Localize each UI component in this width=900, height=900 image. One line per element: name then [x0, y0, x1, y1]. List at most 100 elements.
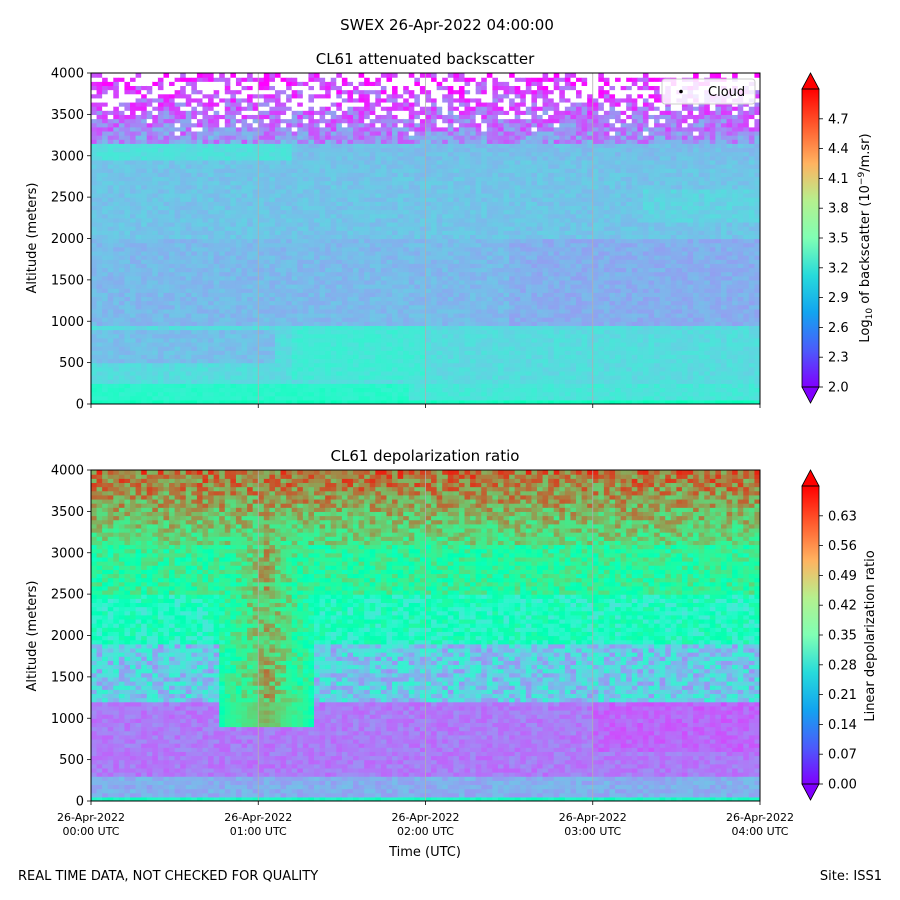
heatmap-cell	[336, 192, 343, 198]
heatmap-cell	[196, 197, 204, 202]
heatmap-cell	[286, 176, 293, 182]
heatmap-cell	[397, 379, 404, 384]
heatmap-cell	[419, 135, 427, 140]
heatmap-cell	[308, 296, 315, 302]
heatmap-cell	[241, 93, 248, 99]
heatmap-cell	[135, 395, 142, 401]
heatmap-cell	[336, 366, 343, 372]
heatmap-cell	[135, 308, 142, 314]
heatmap-cell	[118, 118, 126, 124]
heatmap-cell	[286, 93, 293, 99]
heatmap-cell	[224, 362, 231, 368]
heatmap-cell	[174, 279, 181, 285]
heatmap-cell	[358, 321, 365, 326]
heatmap-cell	[308, 180, 315, 186]
heatmap-cell	[425, 93, 432, 99]
heatmap-cell	[135, 180, 142, 186]
heatmap-cell	[408, 366, 415, 372]
heatmap-cell	[431, 395, 438, 401]
heatmap-cell	[96, 379, 103, 384]
heatmap-cell	[258, 89, 265, 95]
heatmap-cell	[258, 275, 265, 281]
heatmap-cell	[135, 271, 142, 277]
heatmap-cell	[202, 122, 209, 128]
heatmap-cell	[196, 205, 204, 211]
heatmap-cell	[118, 304, 126, 310]
heatmap-cell	[353, 292, 360, 298]
heatmap-cell	[130, 159, 137, 165]
heatmap-cell	[224, 354, 231, 360]
heatmap-cell	[314, 379, 321, 384]
heatmap-cell	[419, 279, 427, 285]
heatmap-cell	[235, 230, 243, 235]
heatmap-cell	[280, 77, 287, 82]
heatmap-cell	[219, 279, 226, 285]
heatmap-cell	[96, 93, 103, 99]
heatmap-cell	[169, 110, 176, 115]
heatmap-cell	[302, 255, 310, 260]
heatmap-cell	[297, 375, 304, 380]
heatmap-cell	[403, 151, 410, 157]
heatmap-cell	[308, 226, 315, 231]
heatmap-cell	[185, 130, 192, 136]
heatmap-cell	[330, 114, 337, 120]
heatmap-cell	[258, 370, 265, 376]
heatmap-cell	[130, 263, 137, 269]
heatmap-cell	[152, 362, 159, 368]
heatmap-cell	[408, 213, 415, 219]
heatmap-cell	[141, 81, 148, 87]
heatmap-cell	[336, 122, 343, 128]
heatmap-cell	[202, 271, 209, 277]
heatmap-cell	[130, 155, 137, 161]
heatmap-cell	[241, 184, 248, 190]
heatmap-cell	[341, 126, 349, 132]
heatmap-cell	[241, 341, 248, 347]
heatmap-cell	[419, 271, 427, 277]
heatmap-cell	[191, 300, 198, 306]
heatmap-cell	[347, 151, 354, 157]
heatmap-cell	[247, 85, 254, 91]
heatmap-cell	[152, 395, 159, 401]
heatmap-cell	[230, 308, 237, 314]
heatmap-cell	[202, 321, 209, 326]
heatmap-cell	[135, 147, 142, 153]
heatmap-cell	[91, 304, 98, 310]
heatmap-cell	[375, 234, 382, 240]
heatmap-cell	[213, 93, 220, 99]
heatmap-cell	[224, 151, 231, 157]
heatmap-cell	[258, 250, 265, 256]
heatmap-cell	[113, 284, 120, 289]
heatmap-cell	[397, 246, 404, 252]
heatmap-cell	[118, 89, 126, 95]
heatmap-cell	[358, 387, 365, 393]
heatmap-cell	[141, 259, 148, 264]
heatmap-cell	[364, 143, 371, 149]
heatmap-cell	[397, 279, 404, 285]
heatmap-cell	[274, 122, 282, 128]
heatmap-cell	[336, 259, 343, 264]
heatmap-cell	[118, 217, 126, 223]
heatmap-cell	[258, 383, 265, 389]
heatmap-cell	[397, 106, 404, 111]
heatmap-cell	[308, 399, 315, 404]
heatmap-cell	[375, 93, 382, 99]
heatmap-cell	[274, 304, 282, 310]
heatmap-cell	[263, 234, 270, 240]
heatmap-cell	[353, 296, 360, 302]
heatmap-cell	[336, 217, 343, 223]
heatmap-cell	[96, 184, 103, 190]
heatmap-cell	[263, 81, 270, 87]
heatmap-cell	[380, 317, 388, 322]
heatmap-cell	[330, 151, 337, 157]
heatmap-cell	[419, 209, 427, 215]
heatmap-cell	[358, 341, 365, 347]
heatmap-cell	[124, 284, 131, 289]
heatmap-cell	[341, 308, 349, 314]
heatmap-cell	[124, 147, 131, 153]
heatmap-cell	[380, 271, 388, 277]
heatmap-cell	[224, 97, 231, 103]
heatmap-cell	[157, 188, 165, 194]
heatmap-cell	[185, 395, 192, 401]
heatmap-cell	[96, 255, 103, 260]
heatmap-cell	[280, 213, 287, 219]
